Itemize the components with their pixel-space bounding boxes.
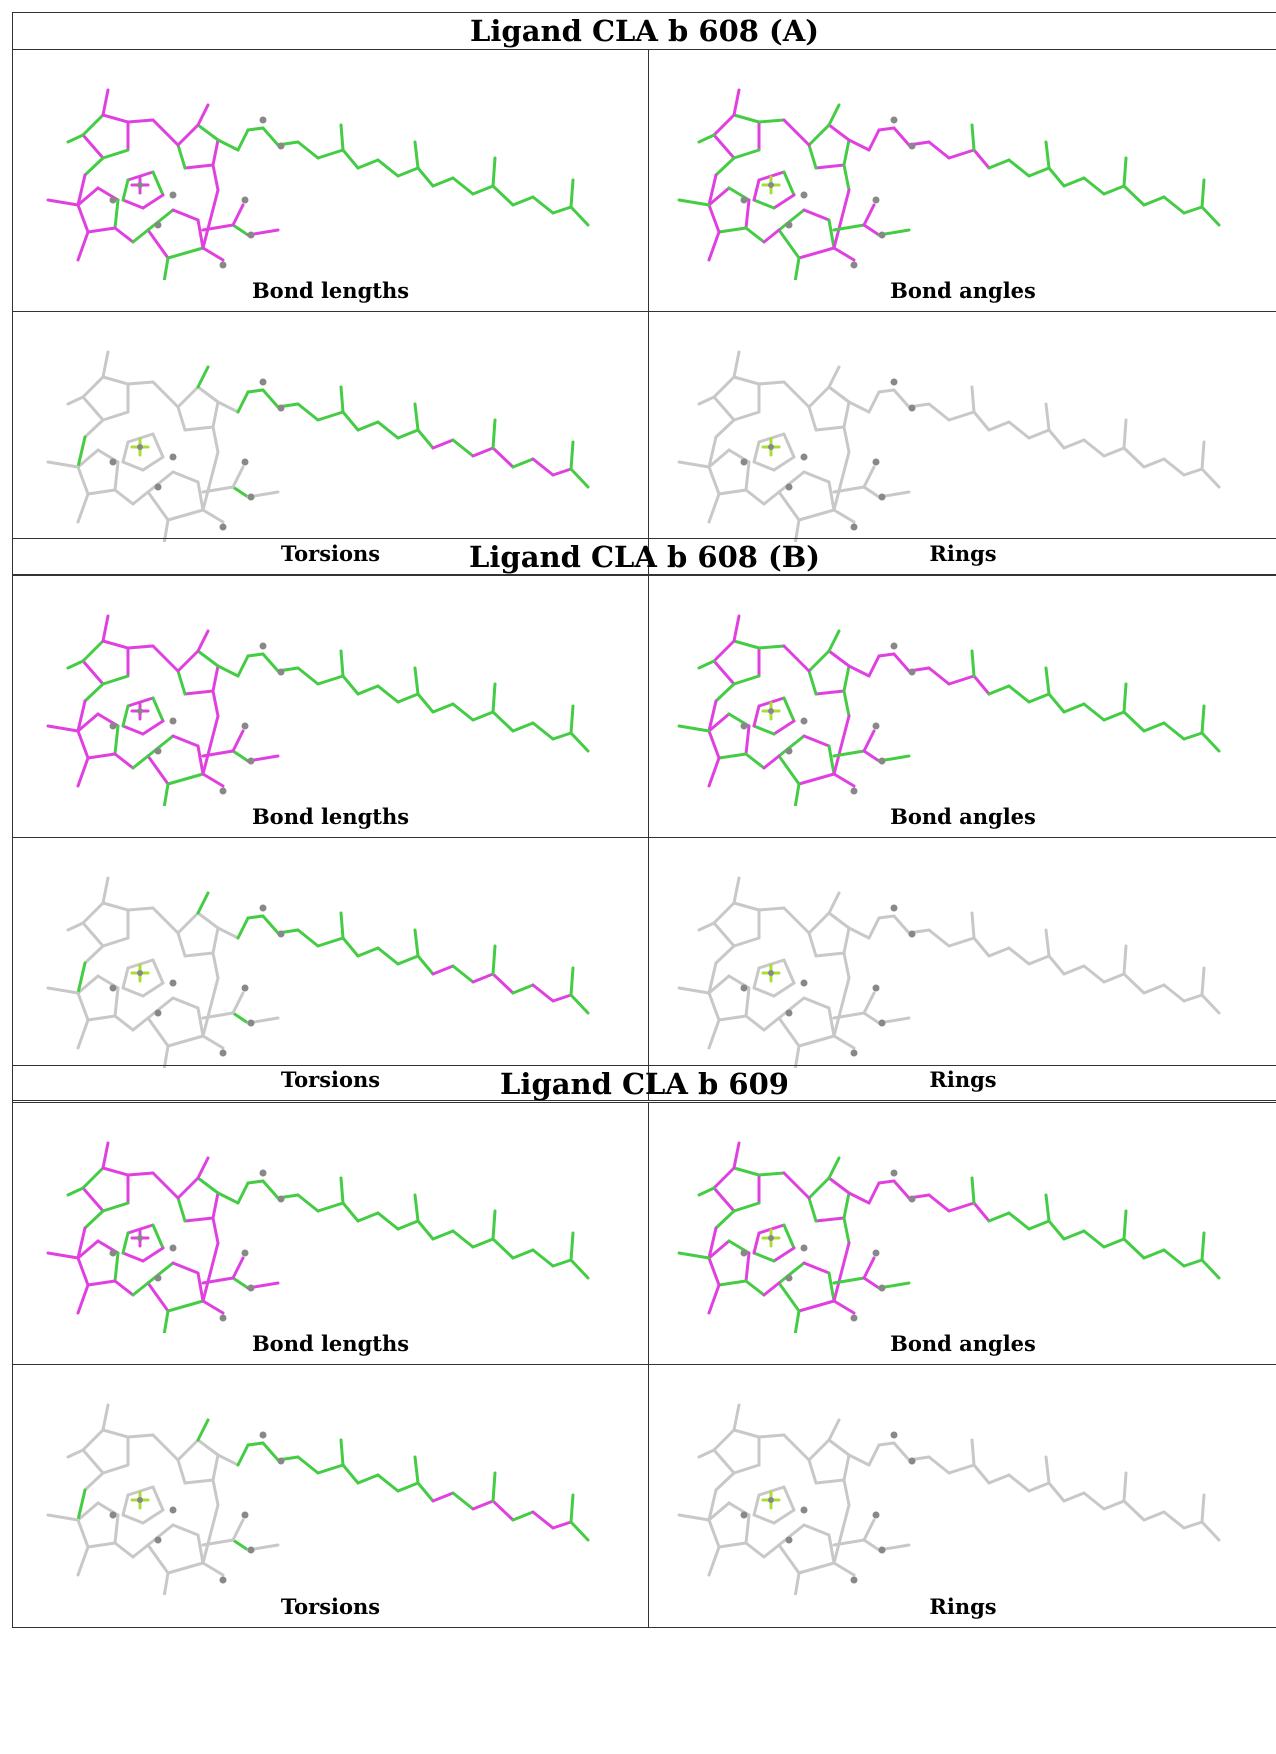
molecule-image: [46, 1141, 590, 1333]
diagram-cell: Rings: [649, 838, 1276, 1100]
diagram-cell: Bond angles: [649, 1103, 1276, 1365]
molecule-image: [46, 88, 590, 280]
diagram-caption: Bond lengths: [251, 1331, 410, 1356]
diagram-caption: Rings: [929, 1067, 997, 1092]
diagram-caption: Torsions: [280, 1067, 381, 1092]
diagram-cell: Bond lengths: [13, 50, 649, 312]
molecule-structure: [677, 350, 1221, 542]
panel-title: Ligand CLA b 608 (B): [13, 539, 1276, 576]
diagram-cell: Bond angles: [649, 576, 1276, 838]
molecule-image: [46, 1403, 590, 1595]
panel-grid: Bond lengths Bond angles Torsions Rings: [13, 50, 1276, 574]
molecule-image: [677, 350, 1221, 542]
molecule-structure: [677, 1141, 1221, 1333]
molecule-image: [46, 876, 590, 1068]
diagram-caption: Rings: [929, 1594, 997, 1619]
molecule-image: [46, 350, 590, 542]
molecule-image: [677, 1141, 1221, 1333]
molecule-image: [46, 614, 590, 806]
molecule-image: [677, 614, 1221, 806]
diagram-cell: Bond lengths: [13, 1103, 649, 1365]
molecule-structure: [46, 350, 590, 542]
panel-grid: Bond lengths Bond angles Torsions Rings: [13, 576, 1276, 1100]
diagram-cell: Rings: [649, 312, 1276, 574]
diagram-caption: Bond angles: [890, 804, 1036, 829]
diagram-cell: Torsions: [13, 838, 649, 1100]
molecule-structure: [677, 1403, 1221, 1595]
molecule-structure: [46, 1403, 590, 1595]
panel-title: Ligand CLA b 609: [13, 1066, 1276, 1103]
molecule-structure: [46, 876, 590, 1068]
molecule-structure: [677, 88, 1221, 280]
ligand-panel: Ligand CLA b 608 (A) Bond lengths Bond ang…: [12, 12, 1276, 575]
diagram-caption: Torsions: [280, 541, 381, 566]
diagram-caption: Torsions: [280, 1594, 381, 1619]
diagram-caption: Bond angles: [890, 278, 1036, 303]
panel-grid: Bond lengths Bond angles Torsions Rings: [13, 1103, 1276, 1627]
diagram-caption: Rings: [929, 541, 997, 566]
molecule-image: [677, 88, 1221, 280]
diagram-caption: Bond lengths: [251, 278, 410, 303]
molecule-image: [677, 876, 1221, 1068]
molecule-structure: [677, 876, 1221, 1068]
diagram-cell: Torsions: [13, 312, 649, 574]
molecule-structure: [46, 1141, 590, 1333]
diagram-cell: Torsions: [13, 1365, 649, 1627]
molecule-image: [677, 1403, 1221, 1595]
panel-title: Ligand CLA b 608 (A): [13, 13, 1276, 50]
ligand-panel: Ligand CLA b 608 (B) Bond lengths Bond ang…: [12, 538, 1276, 1101]
ligand-panel: Ligand CLA b 609 Bond lengths Bond angles T…: [12, 1065, 1276, 1628]
molecule-structure: [46, 614, 590, 806]
diagram-cell: Rings: [649, 1365, 1276, 1627]
molecule-structure: [46, 88, 590, 280]
diagram-cell: Bond angles: [649, 50, 1276, 312]
diagram-cell: Bond lengths: [13, 576, 649, 838]
diagram-caption: Bond lengths: [251, 804, 410, 829]
diagram-caption: Bond angles: [890, 1331, 1036, 1356]
molecule-structure: [677, 614, 1221, 806]
